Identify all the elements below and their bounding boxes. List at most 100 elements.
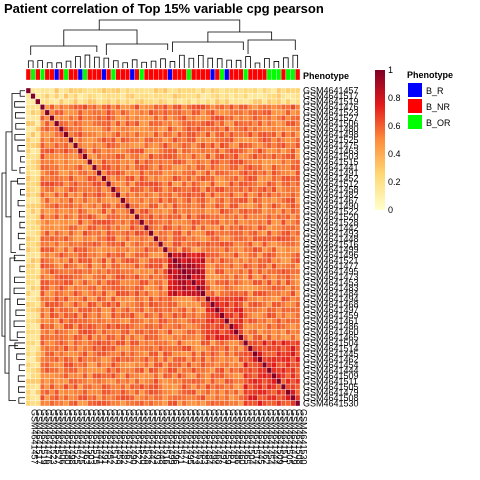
heatmap-cell [210, 301, 216, 308]
heatmap-cell [77, 279, 83, 286]
heatmap-cell [110, 208, 116, 215]
heatmap-cell [49, 115, 55, 122]
heatmap-cell [257, 120, 263, 127]
heatmap-cell [153, 263, 159, 270]
heatmap-cell [186, 378, 192, 385]
heatmap-cell [176, 307, 183, 313]
heatmap-cell [266, 274, 272, 281]
heatmap-cell [158, 394, 164, 401]
heatmap-cell [125, 126, 131, 133]
heatmap-cell [77, 361, 83, 368]
heatmap-cell [158, 285, 164, 292]
heatmap-cell [106, 367, 112, 374]
column-label: GSM4641497 [218, 409, 228, 465]
heatmap-cell [228, 307, 235, 313]
heatmap-cell [276, 148, 282, 154]
phenotype-cell [110, 68, 116, 81]
heatmap-cell [125, 175, 131, 182]
heatmap-cell [58, 219, 64, 226]
heatmap-cell [106, 98, 112, 105]
heatmap-cell [82, 181, 88, 187]
heatmap-cell [290, 378, 296, 385]
heatmap-cell [101, 219, 107, 226]
phenotype-cell [243, 68, 249, 81]
heatmap-cell [285, 257, 291, 264]
heatmap-cell [25, 175, 31, 182]
heatmap-cell [252, 285, 258, 292]
heatmap-cell [205, 93, 211, 100]
heatmap-cell [233, 230, 239, 237]
heatmap-cell [110, 329, 116, 335]
heatmap-cell [129, 307, 135, 313]
heatmap-cell [200, 109, 206, 116]
heatmap-cell [125, 350, 131, 357]
heatmap-cell [176, 202, 183, 209]
heatmap-cell [243, 202, 249, 209]
heatmap-cell [214, 153, 220, 160]
heatmap-cell [54, 394, 60, 401]
heatmap-cell [39, 340, 46, 346]
heatmap-cell [172, 109, 178, 116]
heatmap-cell [87, 400, 93, 407]
heatmap-cell [73, 137, 79, 143]
heatmap-cell [257, 142, 263, 149]
heatmap-cell [224, 290, 230, 297]
heatmap-cell [290, 186, 296, 193]
heatmap-cell [233, 246, 239, 253]
heatmap-cell [106, 213, 112, 220]
heatmap-cell [125, 186, 131, 193]
heatmap-cell [96, 367, 102, 374]
heatmap-cell [200, 153, 206, 160]
heatmap-cell [191, 361, 197, 368]
heatmap-cell [91, 137, 98, 143]
heatmap-cell [87, 115, 93, 122]
heatmap-cell [49, 104, 55, 111]
heatmap-cell [252, 350, 258, 357]
heatmap-cell [285, 230, 291, 237]
heatmap-cell [44, 356, 50, 363]
heatmap-cell [186, 126, 192, 133]
heatmap-cell [295, 318, 301, 324]
heatmap-cell [224, 213, 230, 220]
heatmap-cell [200, 202, 206, 209]
heatmap-cell [49, 329, 55, 335]
heatmap-cell [186, 400, 192, 407]
heatmap-cell [148, 159, 154, 165]
heatmap-cell [276, 323, 282, 330]
heatmap-cell [172, 213, 178, 220]
heatmap-cell [96, 350, 102, 357]
heatmap-cell [276, 340, 282, 346]
heatmap-cell [224, 301, 230, 308]
heatmap-cell [49, 290, 55, 297]
heatmap-cell [68, 191, 74, 198]
heatmap-cell [87, 208, 93, 215]
heatmap-cell [167, 131, 173, 138]
column-label: GSM4641453 [195, 409, 205, 465]
heatmap-cell [134, 219, 140, 226]
heatmap-cell [285, 367, 291, 374]
heatmap-cell [101, 378, 107, 385]
heatmap-cell [252, 153, 258, 160]
heatmap-cell [82, 175, 88, 182]
heatmap-cell [224, 93, 230, 100]
heatmap-cell [25, 367, 31, 374]
heatmap-cell [153, 175, 159, 182]
heatmap-cell [295, 307, 301, 313]
heatmap-cell [257, 345, 263, 352]
heatmap-cell [120, 290, 126, 297]
heatmap-cell [54, 301, 60, 308]
heatmap-cell [257, 241, 263, 248]
heatmap-cell [35, 340, 41, 346]
heatmap-cell [143, 241, 149, 248]
heatmap-cell [115, 230, 121, 237]
heatmap-cell [195, 98, 201, 105]
heatmap-cell [276, 175, 282, 182]
heatmap-cell [73, 104, 79, 111]
heatmap-cell [200, 170, 206, 176]
heatmap-cell [110, 400, 116, 407]
heatmap-cell [233, 104, 239, 111]
heatmap-cell [68, 329, 74, 335]
heatmap-cell [77, 285, 83, 292]
row-label: GSM4641482 [303, 190, 359, 200]
heatmap-cell [191, 389, 197, 396]
